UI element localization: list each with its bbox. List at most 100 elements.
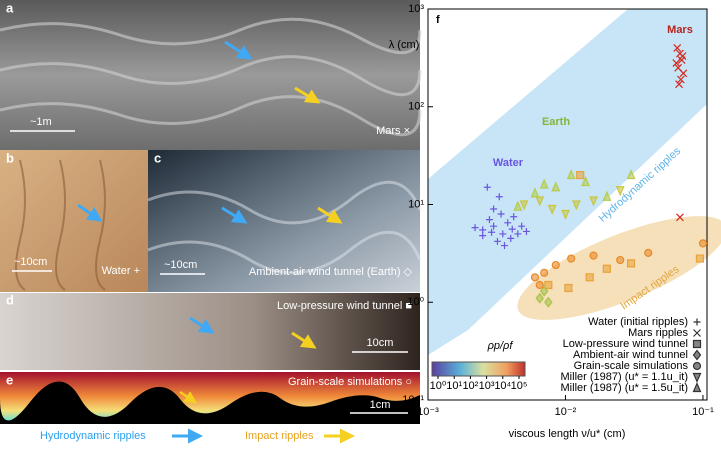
impact-band (517, 216, 721, 320)
data-point (551, 181, 561, 192)
region-label: Water (493, 157, 524, 169)
colorbar-tick-label: 10⁰ (430, 380, 447, 392)
scale-label: 10cm (367, 337, 394, 349)
data-point (522, 227, 530, 235)
region-label: Mars (667, 24, 693, 36)
legend-marker (693, 318, 701, 326)
data-point (551, 260, 560, 270)
data-point (576, 170, 585, 180)
data-point (602, 264, 611, 273)
y-tick-label: 10⁰ (407, 296, 424, 308)
panel-label: c (154, 150, 161, 165)
colorbar-tick-label: 10³ (479, 380, 495, 392)
x-tick-label: 10⁻¹ (692, 406, 714, 418)
legend-marker (692, 382, 702, 393)
panel-label: e (6, 372, 13, 387)
colorbar (431, 361, 526, 377)
data-point (493, 237, 501, 245)
panel-caption: Grain-scale simulations ○ (288, 376, 412, 388)
scale-label: ~1m (30, 116, 52, 128)
data-point (535, 196, 545, 207)
data-point (485, 216, 493, 224)
y-tick-label: 10⁻¹ (402, 394, 424, 406)
arrow (77, 203, 103, 222)
y-axis-label: λ (cm) (389, 39, 420, 51)
legend-marker (692, 361, 702, 371)
data-point (589, 196, 598, 207)
data-point (567, 254, 576, 263)
data-point (497, 210, 505, 218)
data-point (561, 209, 570, 220)
data-point (571, 200, 581, 211)
legend-label: Grain-scale simulations (574, 360, 689, 372)
legend-label: Water (initial ripples) (588, 316, 688, 328)
colorbar-tick-label: 10¹ (446, 380, 462, 392)
data-point (626, 169, 636, 180)
footer-label: Hydrodynamic ripples (40, 430, 146, 442)
data-point (535, 292, 545, 304)
ripple-texture (15, 159, 106, 291)
data-point (539, 285, 549, 297)
legend-marker (692, 339, 702, 349)
data-point (479, 232, 487, 240)
data-point (695, 254, 704, 263)
data-point (566, 169, 576, 180)
data-point (544, 280, 553, 290)
scale-label: ~10cm (164, 259, 197, 271)
panel-b-photo (0, 150, 148, 292)
data-point (530, 187, 540, 198)
region-label: Earth (542, 116, 570, 128)
legend-marker (692, 349, 702, 361)
data-point (540, 268, 549, 277)
arrow (189, 316, 215, 334)
data-point (673, 43, 682, 52)
y-tick-label: 10² (408, 101, 424, 113)
data-point (500, 242, 508, 250)
data-point (698, 239, 708, 248)
data-point (547, 204, 557, 215)
data-point (602, 190, 612, 201)
arrow (294, 86, 321, 104)
footer-label: Impact ripples (245, 430, 314, 442)
panel-caption: Water + (102, 265, 140, 277)
legend-label: Miller (1987) (u* = 1.5u_it) (561, 382, 688, 394)
data-point (499, 230, 507, 238)
data-point (518, 222, 526, 230)
x-tick-label: 10⁻³ (417, 406, 439, 418)
legend-marker (693, 329, 701, 337)
panel-label: b (6, 150, 14, 165)
data-point (589, 251, 598, 260)
data-point (483, 183, 491, 191)
legend-marker (692, 372, 702, 383)
legend-label: Ambient-air wind tunnel (573, 349, 688, 361)
data-point (495, 193, 503, 201)
panel-label: d (6, 292, 14, 307)
data-point (615, 186, 625, 197)
data-point (535, 280, 544, 290)
data-point (519, 200, 529, 211)
data-point (581, 175, 590, 187)
x-tick-label: 10⁻² (555, 406, 577, 418)
scale-label: 1cm (370, 399, 391, 411)
data-point (644, 248, 653, 257)
data-point (490, 222, 498, 230)
panel-caption: Low-pressure wind tunnel ■ (277, 300, 412, 312)
hydro-band (428, 9, 707, 355)
data-point (508, 225, 516, 233)
arrow (179, 390, 198, 404)
panel-label: f (436, 14, 440, 26)
data-point (679, 69, 688, 78)
data-point (675, 80, 683, 89)
data-point (510, 213, 518, 221)
panel-label: a (6, 0, 14, 15)
y-tick-label: 10³ (408, 3, 424, 15)
scale-label: ~10cm (14, 256, 47, 268)
dune-texture (0, 17, 422, 136)
data-point (488, 228, 496, 236)
data-point (514, 230, 522, 238)
data-point (544, 296, 553, 308)
photo-panels: a ~1m Mars × b ~10cm Water + c ~10cm Amb… (0, 0, 422, 444)
colorbar-tick-label: 10⁴ (494, 380, 511, 392)
